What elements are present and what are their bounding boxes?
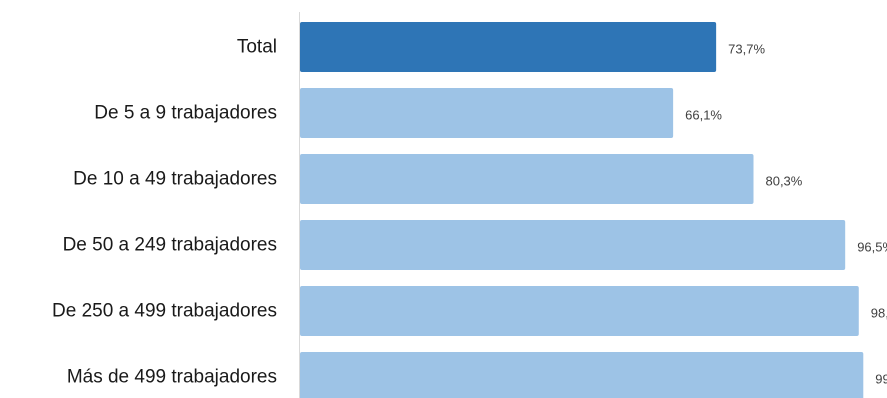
bar-1 [300, 88, 674, 138]
bar-2 [300, 154, 754, 204]
value-label-2: 80,3% [765, 174, 802, 189]
bar-5 [300, 352, 864, 398]
bar-3 [300, 220, 846, 270]
value-labels: 73,7% 66,1% 80,3% 96,5% 98,9% 99,7% [685, 42, 887, 387]
bars-layer [300, 22, 864, 398]
value-label-0: 73,7% [728, 42, 765, 57]
category-label-4: De 250 a 499 trabajadores [52, 301, 277, 322]
bar-0 [300, 22, 717, 72]
category-label-1: De 5 a 9 trabajadores [94, 103, 277, 124]
value-label-4: 98,9% [871, 306, 887, 321]
category-label-2: De 10 a 49 trabajadores [73, 169, 277, 190]
category-label-0: Total [237, 37, 277, 58]
value-label-5: 99,7% [875, 372, 887, 387]
category-label-5: Más de 499 trabajadores [67, 367, 277, 388]
bar-4 [300, 286, 859, 336]
value-label-1: 66,1% [685, 108, 722, 123]
category-labels: Total De 5 a 9 trabajadores De 10 a 49 tra… [52, 37, 277, 388]
value-label-3: 96,5% [857, 240, 887, 255]
category-label-3: De 50 a 249 trabajadores [63, 235, 277, 256]
